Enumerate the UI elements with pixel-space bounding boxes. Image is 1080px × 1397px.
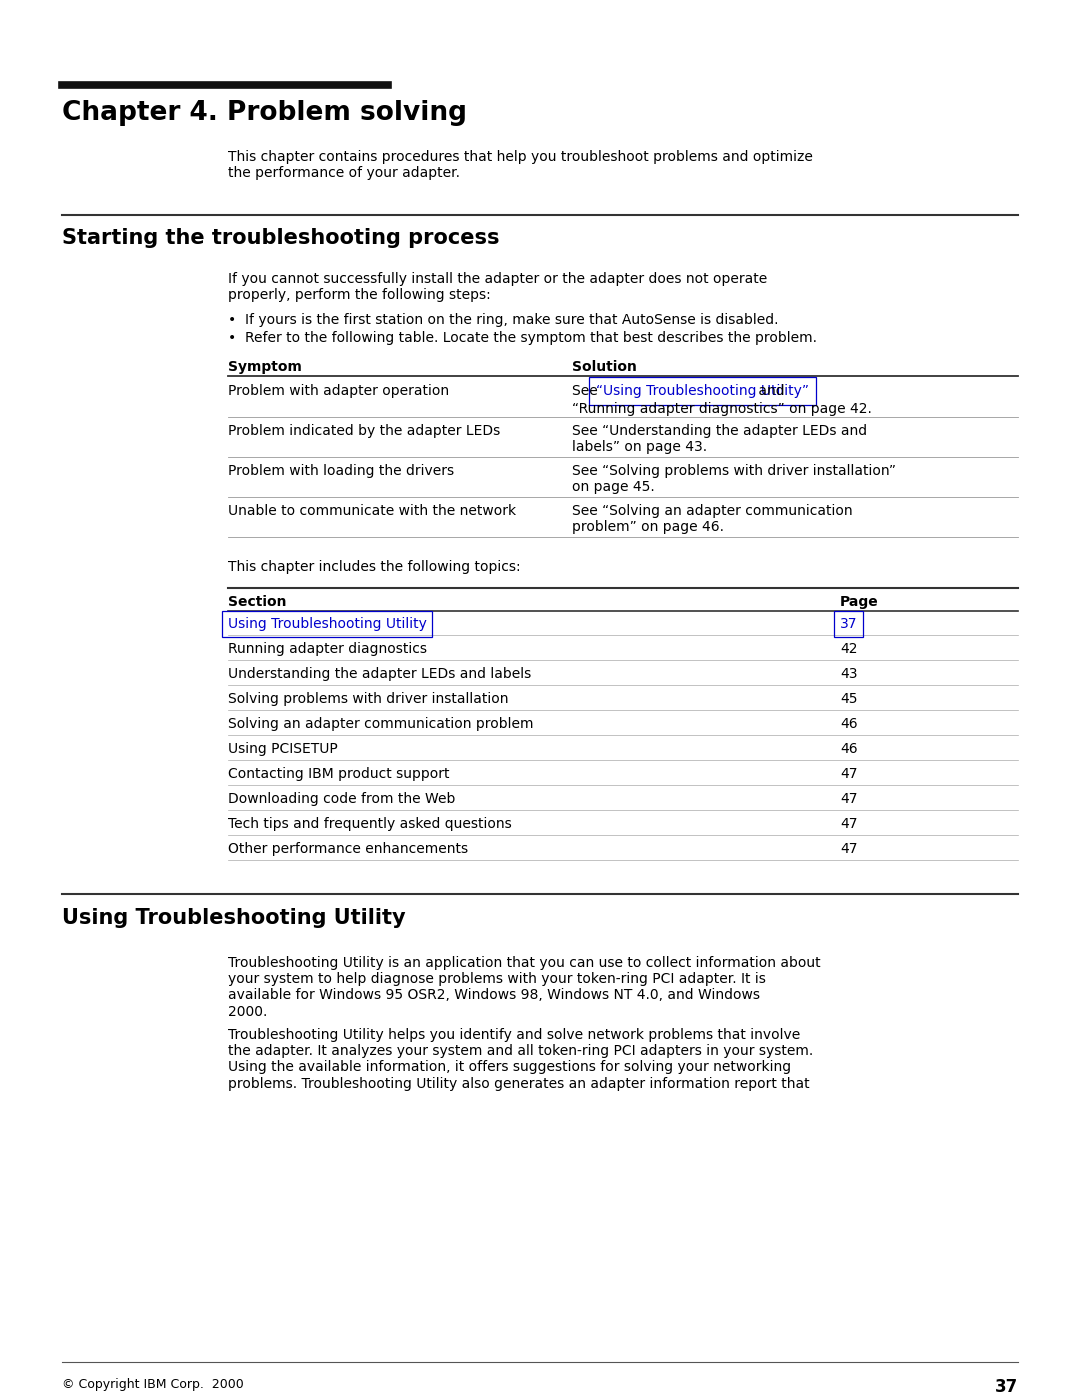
Text: 46: 46	[840, 742, 858, 756]
Text: Using Troubleshooting Utility: Using Troubleshooting Utility	[228, 617, 427, 631]
Text: Using Troubleshooting Utility: Using Troubleshooting Utility	[62, 908, 406, 928]
Text: 46: 46	[840, 717, 858, 731]
Text: This chapter contains procedures that help you troubleshoot problems and optimiz: This chapter contains procedures that he…	[228, 149, 813, 180]
Text: Section: Section	[228, 595, 286, 609]
Text: See “Understanding the adapter LEDs and
labels” on page 43.: See “Understanding the adapter LEDs and …	[572, 425, 867, 454]
Text: See “Solving problems with driver installation”
on page 45.: See “Solving problems with driver instal…	[572, 464, 896, 495]
Text: Solution: Solution	[572, 360, 637, 374]
Text: Chapter 4. Problem solving: Chapter 4. Problem solving	[62, 101, 467, 126]
Text: Solving problems with driver installation: Solving problems with driver installatio…	[228, 692, 509, 705]
Text: “Running adapter diagnostics” on page 42.: “Running adapter diagnostics” on page 42…	[572, 401, 872, 415]
Text: Understanding the adapter LEDs and labels: Understanding the adapter LEDs and label…	[228, 666, 531, 680]
Text: This chapter includes the following topics:: This chapter includes the following topi…	[228, 560, 521, 574]
Text: Page: Page	[840, 595, 879, 609]
Text: Other performance enhancements: Other performance enhancements	[228, 842, 468, 856]
Text: 47: 47	[840, 792, 858, 806]
Text: 37: 37	[995, 1377, 1018, 1396]
Text: © Copyright IBM Corp.  2000: © Copyright IBM Corp. 2000	[62, 1377, 244, 1391]
Text: Unable to communicate with the network: Unable to communicate with the network	[228, 504, 516, 518]
Text: Running adapter diagnostics: Running adapter diagnostics	[228, 643, 427, 657]
Text: Problem with loading the drivers: Problem with loading the drivers	[228, 464, 454, 478]
Text: 47: 47	[840, 817, 858, 831]
Text: 47: 47	[840, 767, 858, 781]
Text: Problem indicated by the adapter LEDs: Problem indicated by the adapter LEDs	[228, 425, 500, 439]
Text: •  Refer to the following table. Locate the symptom that best describes the prob: • Refer to the following table. Locate t…	[228, 331, 816, 345]
Text: Contacting IBM product support: Contacting IBM product support	[228, 767, 449, 781]
Text: and: and	[754, 384, 785, 398]
Text: If you cannot successfully install the adapter or the adapter does not operate
p: If you cannot successfully install the a…	[228, 272, 767, 302]
Text: See: See	[572, 384, 603, 398]
Text: Troubleshooting Utility is an application that you can use to collect informatio: Troubleshooting Utility is an applicatio…	[228, 956, 821, 1018]
Text: 43: 43	[840, 666, 858, 680]
Text: Tech tips and frequently asked questions: Tech tips and frequently asked questions	[228, 817, 512, 831]
Text: “Using Troubleshooting Utility”: “Using Troubleshooting Utility”	[596, 384, 809, 398]
Text: Symptom: Symptom	[228, 360, 302, 374]
Text: Solving an adapter communication problem: Solving an adapter communication problem	[228, 717, 534, 731]
Text: 45: 45	[840, 692, 858, 705]
Text: 42: 42	[840, 643, 858, 657]
Text: Troubleshooting Utility helps you identify and solve network problems that invol: Troubleshooting Utility helps you identi…	[228, 1028, 813, 1091]
Text: Downloading code from the Web: Downloading code from the Web	[228, 792, 456, 806]
Text: See “Solving an adapter communication
problem” on page 46.: See “Solving an adapter communication pr…	[572, 504, 852, 534]
Text: •  If yours is the first station on the ring, make sure that AutoSense is disabl: • If yours is the first station on the r…	[228, 313, 779, 327]
Text: Using PCISETUP: Using PCISETUP	[228, 742, 338, 756]
Text: 37: 37	[840, 617, 858, 631]
Text: Problem with adapter operation: Problem with adapter operation	[228, 384, 449, 398]
Text: 47: 47	[840, 842, 858, 856]
Text: Starting the troubleshooting process: Starting the troubleshooting process	[62, 228, 499, 249]
